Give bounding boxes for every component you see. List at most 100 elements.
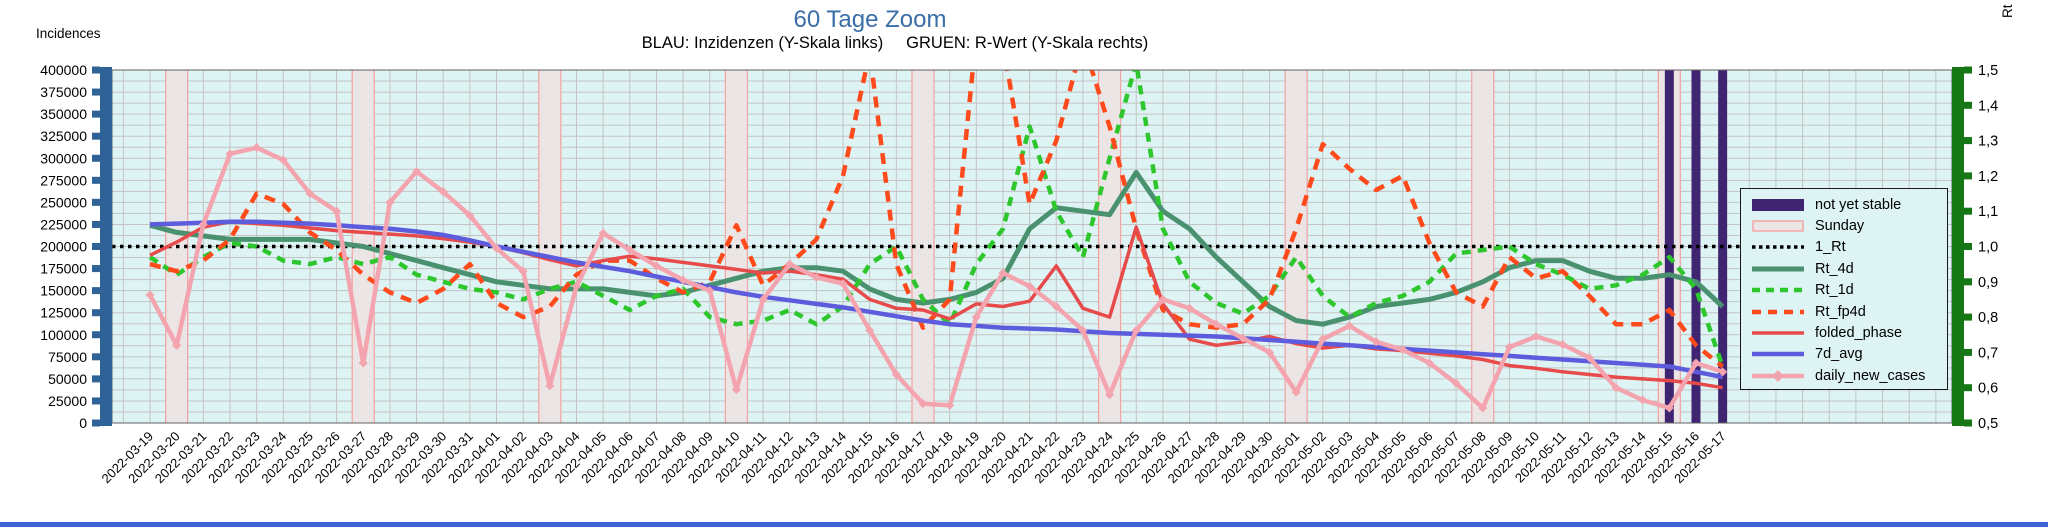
left-axis-tick <box>92 66 100 74</box>
series-marker-daily_new_cases <box>1424 358 1434 368</box>
series-Rt_4d <box>149 169 1725 327</box>
left-axis-tick-label: 250000 <box>40 194 87 210</box>
series-marker-daily_new_cases <box>678 275 688 285</box>
series-marker-daily_new_cases <box>145 290 155 300</box>
left-axis-tick <box>92 243 100 250</box>
series-marker-daily_new_cases <box>1344 321 1354 331</box>
series-marker-daily_new_cases <box>545 381 555 391</box>
chart-subtitle: BLAU: Inzidenzen (Y-Skala links) GRUEN: … <box>641 34 1149 52</box>
left-axis-tick-label: 25000 <box>48 393 87 409</box>
series-marker-daily_new_cases <box>465 211 475 221</box>
left-axis-tick-label: 375000 <box>40 84 87 100</box>
left-axis-tick <box>92 265 100 273</box>
left-axis-tick <box>92 176 100 184</box>
series-marker-daily_new_cases <box>945 400 955 410</box>
series-marker-daily_new_cases <box>172 340 182 350</box>
series-marker-daily_new_cases <box>1051 302 1061 312</box>
left-axis-tick <box>92 397 100 405</box>
left-axis-tick-label: 300000 <box>40 150 87 166</box>
right-axis-tick-label: 0,7 <box>1978 345 1998 361</box>
series-marker-daily_new_cases <box>598 228 608 238</box>
left-axis-tick-label: 275000 <box>40 172 87 188</box>
left-axis-tick <box>92 375 100 383</box>
left-axis-tick <box>92 198 100 206</box>
left-axis-tick <box>92 154 100 162</box>
left-axis-tick-label: 150000 <box>40 283 87 299</box>
legend-item-rt-1d: Rt_1d <box>1741 280 1947 301</box>
right-axis-tick-label: 1,0 <box>1978 240 1998 256</box>
series-marker-daily_new_cases <box>918 399 928 409</box>
series-marker-daily_new_cases <box>252 143 262 153</box>
right-axis-tick-label: 1,4 <box>1978 98 1998 114</box>
series-marker-daily_new_cases <box>891 369 901 379</box>
left-axis-tick-label: 350000 <box>40 106 87 122</box>
series-marker-daily_new_cases <box>705 286 715 296</box>
series-marker-daily_new_cases <box>278 155 288 165</box>
chart-legend: not yet stable Sunday 1_Rt Rt_4d Rt_1d Rt_fp4… <box>1740 188 1948 390</box>
series-marker-daily_new_cases <box>571 281 581 291</box>
series-marker-daily_new_cases <box>1398 345 1408 355</box>
left-axis-tick-label: 400000 <box>40 62 87 78</box>
left-axis-tick <box>92 110 100 118</box>
legend-swatch <box>1752 331 1804 335</box>
series-marker-daily_new_cases <box>1638 395 1648 405</box>
not-yet-stable-bar <box>1664 70 1674 423</box>
legend-label: Sunday <box>1815 218 1865 235</box>
series-marker-daily_new_cases <box>198 219 208 229</box>
series-marker-daily_new_cases <box>1265 347 1275 357</box>
right-axis-tick <box>1964 419 1972 427</box>
series-marker-daily_new_cases <box>1158 294 1168 304</box>
series-marker-daily_new_cases <box>1211 319 1221 329</box>
legend-label: Rt_fp4d <box>1815 303 1866 320</box>
series-marker-daily_new_cases <box>785 259 795 269</box>
series-marker-daily_new_cases <box>1105 390 1115 400</box>
series-7d_avg <box>149 219 1724 380</box>
series-marker-daily_new_cases <box>1025 281 1035 291</box>
series-marker-daily_new_cases <box>998 268 1008 278</box>
series-marker-daily_new_cases <box>1584 353 1594 363</box>
left-axis-tick-label: 175000 <box>40 261 87 277</box>
legend-item-sunday: Sunday <box>1741 215 1947 236</box>
legend-label: Rt_4d <box>1815 260 1854 277</box>
legend-item-folded-phase: folded_phase <box>1741 322 1947 343</box>
left-axis-tick <box>92 309 100 317</box>
legend-label: 1_Rt <box>1815 239 1846 256</box>
left-axis-tick <box>92 132 100 140</box>
left-axis-tick <box>92 419 100 427</box>
left-axis-tick-label: 200000 <box>40 239 87 255</box>
legend-label: 7d_avg <box>1815 346 1863 363</box>
series-marker-daily_new_cases <box>492 243 502 253</box>
legend-swatch <box>1752 245 1804 250</box>
series-marker-daily_new_cases <box>838 279 848 289</box>
bottom-window-edge <box>0 522 2048 527</box>
series-Rt_1d <box>148 70 1725 368</box>
legend-item-rt-4d: Rt_4d <box>1741 258 1947 279</box>
right-axis-tick-label: 1,3 <box>1978 134 1998 150</box>
left-axis-tick-label: 50000 <box>48 371 87 387</box>
series-marker-daily_new_cases <box>305 189 315 199</box>
legend-swatch <box>1752 309 1804 314</box>
series-marker-daily_new_cases <box>332 206 342 216</box>
right-axis-tick <box>1964 384 1972 392</box>
series-marker-daily_new_cases <box>1664 403 1674 413</box>
left-axis-tick-label: 75000 <box>48 349 87 365</box>
series-marker-daily_new_cases <box>1451 378 1461 388</box>
series-marker-daily_new_cases <box>1238 333 1248 343</box>
series-marker-daily_new_cases <box>438 187 448 197</box>
legend-label: folded_phase <box>1815 325 1903 342</box>
series-marker-daily_new_cases <box>1291 387 1301 397</box>
right-axis-bar <box>1952 67 1964 426</box>
series-marker-daily_new_cases <box>412 166 422 176</box>
right-axis-tick <box>1964 243 1972 250</box>
legend-swatch <box>1752 198 1804 211</box>
legend-swatch <box>1752 369 1804 382</box>
series-marker-daily_new_cases <box>358 358 368 368</box>
right-axis-tick-label: 0,9 <box>1978 275 1998 291</box>
right-axis-tick <box>1964 66 1972 74</box>
series-marker-daily_new_cases <box>865 325 875 335</box>
series-marker-daily_new_cases <box>1718 367 1728 377</box>
legend-label: not yet stable <box>1815 196 1902 213</box>
right-axis-tick <box>1964 101 1972 109</box>
left-axis-tick <box>92 88 100 96</box>
